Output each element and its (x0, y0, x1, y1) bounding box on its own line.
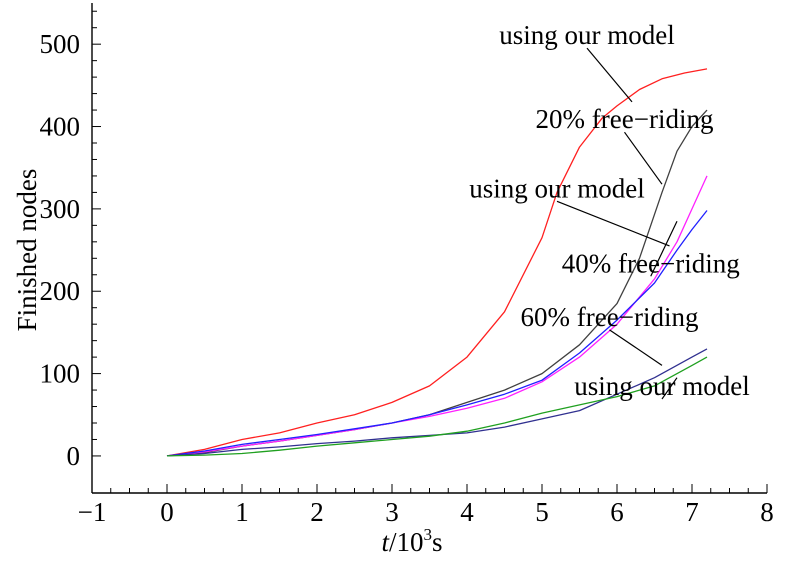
y-tick-label: 500 (40, 29, 81, 59)
x-tick-label: 4 (460, 497, 474, 527)
series-line-2 (166, 109, 708, 457)
annotation-label-6: using our model (574, 371, 750, 401)
x-axis-label-base: /10 (389, 527, 424, 557)
x-axis-label-tail: s (432, 527, 443, 557)
series-line-1 (166, 68, 708, 457)
x-tick-label: 1 (235, 497, 249, 527)
annotation-label-1: using our model (499, 20, 675, 50)
x-tick-label: 6 (610, 497, 624, 527)
annotation-label-2: 20% free−riding (536, 104, 714, 134)
y-tick-label: 0 (67, 441, 81, 471)
x-tick-label: 2 (310, 497, 324, 527)
series-lines (166, 68, 708, 457)
y-tick-label: 100 (40, 359, 81, 389)
annotation-leader-3 (556, 200, 670, 247)
y-axis-ticks: 0 100 200 300 400 500 (40, 10, 101, 471)
annotations: using our model 20% free−riding using our … (469, 20, 750, 401)
x-tick-label: 8 (760, 497, 774, 527)
x-axis-label: t/103s (381, 525, 442, 557)
annotation-leader-1 (586, 47, 633, 103)
x-tick-label: −1 (78, 497, 107, 527)
series-line-3 (166, 175, 708, 457)
y-tick-label: 200 (40, 276, 81, 306)
x-axis-ticks: −1 0 1 2 3 4 5 6 7 8 (78, 484, 774, 527)
x-tick-label: 0 (160, 497, 174, 527)
series-line-6 (166, 356, 708, 457)
annotation-label-5: 60% free−riding (521, 302, 699, 332)
annotation-label-3: using our model (469, 173, 645, 203)
x-axis-label-var: t (381, 527, 390, 557)
annotation-leader-4 (650, 220, 678, 277)
annotation-leader-5 (609, 329, 663, 366)
annotation-label-4: 40% free−riding (562, 248, 740, 278)
annotation-leader-6 (661, 377, 678, 400)
y-axis-label: Finished nodes (12, 169, 42, 332)
series-line-5 (166, 348, 708, 457)
y-tick-label: 300 (40, 194, 81, 224)
annotation-leader-2 (624, 131, 663, 185)
x-tick-label: 3 (385, 497, 399, 527)
x-axis-label-sup: 3 (424, 525, 433, 544)
x-tick-label: 5 (535, 497, 549, 527)
y-tick-label: 400 (40, 112, 81, 142)
series-line-4 (166, 210, 708, 457)
x-tick-label: 7 (685, 497, 699, 527)
